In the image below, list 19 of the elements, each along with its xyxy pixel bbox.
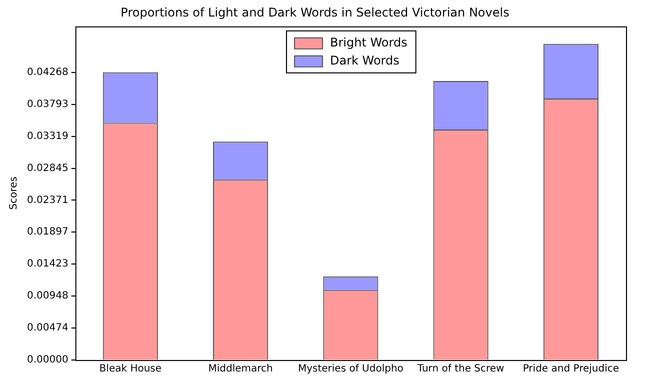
y-tick-label: 0.03793 (26, 98, 68, 110)
x-tick-label: Turn of the Screw (416, 364, 504, 375)
x-tick-label: Middlemarch (208, 364, 273, 375)
x-tick-label: Bleak House (99, 364, 162, 375)
legend-label: Bright Words (330, 36, 408, 50)
y-tick-label: 0.02371 (26, 194, 68, 206)
y-tick-label: 0.01897 (26, 226, 68, 238)
y-tick-label: 0.01423 (26, 258, 68, 270)
y-tick-label: 0.00000 (26, 354, 68, 366)
y-tick-label: 0.02845 (26, 162, 68, 174)
y-tick-label: 0.00948 (26, 290, 68, 302)
x-tick-label: Pride and Prejudice (522, 364, 620, 375)
y-tick-label: 0.04268 (26, 66, 68, 78)
x-tick-label: Mysteries of Udolpho (298, 364, 404, 375)
y-axis-title: Scores (8, 176, 20, 210)
y-tick-label: 0.03319 (26, 130, 68, 142)
legend-label: Dark Words (330, 54, 400, 68)
chart-title: Proportions of Light and Dark Words in Selected Victorian Novels (120, 5, 510, 20)
y-tick-label: 0.00474 (26, 322, 68, 334)
